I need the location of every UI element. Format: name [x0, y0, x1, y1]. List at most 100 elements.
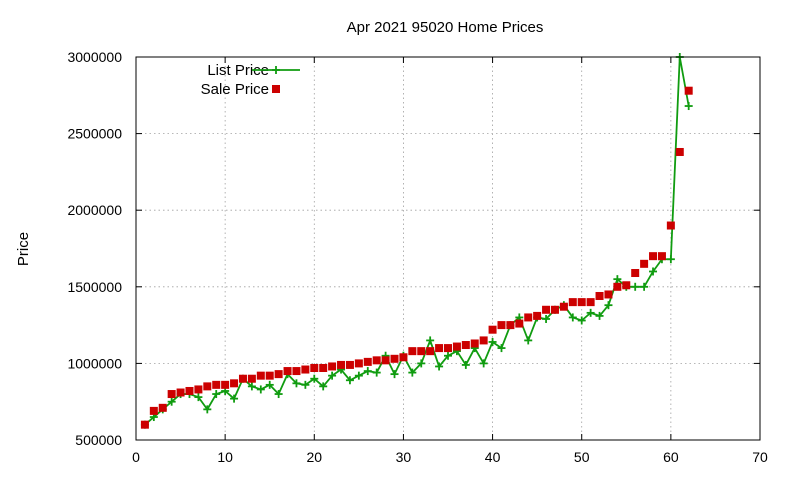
- data-point: [354, 371, 363, 380]
- data-point: [577, 316, 586, 325]
- data-point: [203, 405, 212, 414]
- data-point: [149, 406, 158, 415]
- y-tick-label: 1500000: [67, 279, 122, 295]
- data-point: [559, 302, 568, 311]
- legend-label: Sale Price: [201, 81, 269, 98]
- data-point: [345, 376, 354, 385]
- data-point: [568, 298, 577, 307]
- x-tick-label: 70: [752, 449, 768, 465]
- data-point: [417, 347, 426, 356]
- data-point: [506, 321, 515, 330]
- data-point: [452, 342, 461, 351]
- data-point: [301, 380, 310, 389]
- data-point: [604, 301, 613, 310]
- data-point: [426, 336, 435, 345]
- x-tick-label: 50: [574, 449, 590, 465]
- data-point: [390, 354, 399, 363]
- data-point: [140, 420, 149, 429]
- series-layer: [140, 53, 693, 429]
- data-point: [524, 336, 533, 345]
- x-tick-label: 20: [306, 449, 322, 465]
- x-tick-label: 0: [132, 449, 140, 465]
- data-point: [399, 353, 408, 362]
- grid: [136, 57, 760, 440]
- data-point: [568, 313, 577, 322]
- data-point: [363, 367, 372, 376]
- data-point: [435, 362, 444, 371]
- data-point: [176, 388, 185, 397]
- x-tick-label: 60: [663, 449, 679, 465]
- data-point: [595, 311, 604, 320]
- data-point: [684, 102, 693, 111]
- data-point: [604, 290, 613, 299]
- chart-title: Apr 2021 95020 Home Prices: [347, 19, 544, 36]
- data-point: [649, 267, 658, 276]
- data-point: [497, 344, 506, 353]
- data-point: [390, 370, 399, 379]
- axes: 0 10 20 30 40 50 60 70 500000 1000000 1500000 20000…: [67, 49, 768, 465]
- data-point: [666, 255, 675, 264]
- data-point: [283, 367, 292, 376]
- data-point: [230, 379, 239, 388]
- data-point: [256, 371, 265, 380]
- data-point: [684, 86, 693, 95]
- y-axis-label: Price: [15, 232, 32, 266]
- x-tick-label: 10: [217, 449, 233, 465]
- data-point: [524, 313, 533, 322]
- data-point: [497, 321, 506, 330]
- data-point: [657, 252, 666, 261]
- data-point: [479, 359, 488, 368]
- data-point: [461, 360, 470, 369]
- data-point: [230, 394, 239, 403]
- data-point: [212, 390, 221, 399]
- data-point: [310, 363, 319, 372]
- y-tick-label: 3000000: [67, 49, 122, 65]
- data-point: [631, 282, 640, 291]
- data-point: [363, 357, 372, 366]
- data-point: [515, 319, 524, 328]
- data-point: [461, 341, 470, 350]
- legend-item: List Price: [207, 62, 300, 79]
- data-point: [381, 356, 390, 365]
- data-point: [372, 356, 381, 365]
- data-point: [310, 374, 319, 383]
- data-point: [247, 374, 256, 383]
- series-line: [144, 56, 690, 426]
- data-point: [426, 347, 435, 356]
- data-point: [194, 385, 203, 394]
- legend-item: Sale Price: [201, 81, 280, 98]
- data-point: [542, 314, 551, 323]
- data-point: [265, 380, 274, 389]
- data-point: [613, 282, 622, 291]
- legend-marker-swatch: [272, 85, 280, 93]
- data-point: [444, 344, 452, 353]
- data-point: [542, 305, 551, 314]
- data-point: [319, 363, 328, 372]
- data-point: [408, 368, 417, 377]
- data-point: [345, 360, 354, 369]
- data-point: [586, 308, 595, 317]
- data-point: [372, 368, 381, 377]
- data-point: [185, 386, 194, 395]
- data-point: [256, 385, 265, 394]
- data-point: [167, 390, 176, 399]
- data-point: [666, 221, 675, 230]
- data-point: [533, 311, 542, 320]
- data-point: [301, 365, 310, 374]
- data-point: [444, 351, 452, 360]
- data-point: [408, 347, 417, 356]
- series-list-price: [140, 53, 693, 429]
- data-point: [417, 359, 426, 368]
- data-point: [595, 291, 604, 300]
- y-tick-label: 1000000: [67, 355, 122, 371]
- data-point: [265, 371, 274, 380]
- data-point: [550, 305, 559, 314]
- data-point: [622, 281, 631, 290]
- data-point: [292, 379, 301, 388]
- data-point: [212, 380, 221, 389]
- data-point: [675, 147, 684, 156]
- data-point: [613, 275, 622, 284]
- data-point: [577, 298, 586, 307]
- data-point: [247, 382, 256, 391]
- plot-frame: [135, 56, 761, 441]
